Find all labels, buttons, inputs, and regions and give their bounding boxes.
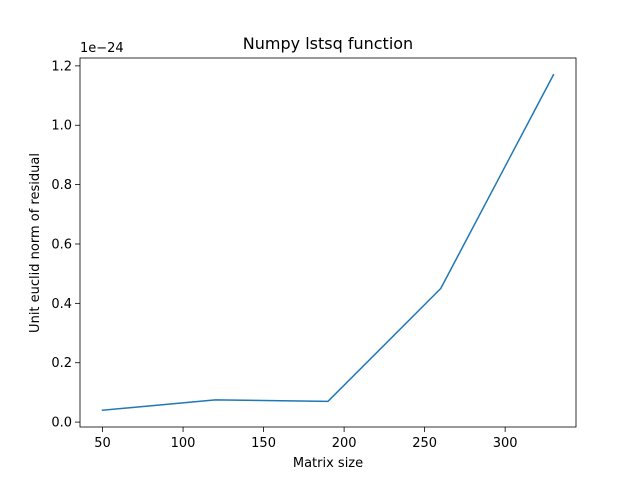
x-axis: 50 100 150 200 250 300 <box>94 427 518 451</box>
y-tick-label: 0.2 <box>51 356 72 371</box>
series-line-0 <box>101 73 555 412</box>
x-tick-label: 50 <box>94 436 111 451</box>
y-tick-label: 0.4 <box>51 297 72 312</box>
chart-title: Numpy lstsq function <box>243 34 413 53</box>
x-tick-label: 100 <box>171 436 196 451</box>
plot-area <box>79 57 577 428</box>
y-tick-label: 1.0 <box>51 119 72 134</box>
x-tick-label: 200 <box>332 436 357 451</box>
x-axis-label: Matrix size <box>293 456 363 471</box>
y-axis: 0.0 0.2 0.4 0.6 0.8 1.0 1.2 <box>51 59 80 431</box>
y-tick-label: 0.8 <box>51 178 72 193</box>
y-axis-label: Unit euclid norm of residual <box>28 153 43 333</box>
y-tick-label: 1.2 <box>51 59 72 74</box>
axes-frame <box>79 57 577 428</box>
x-tick-label: 300 <box>493 436 518 451</box>
x-tick-label: 150 <box>251 436 276 451</box>
y-tick-label: 0.0 <box>51 416 72 431</box>
x-tick-label: 250 <box>412 436 437 451</box>
y-tick-label: 0.6 <box>51 237 72 252</box>
y-offset-label: 1e−24 <box>80 41 124 56</box>
